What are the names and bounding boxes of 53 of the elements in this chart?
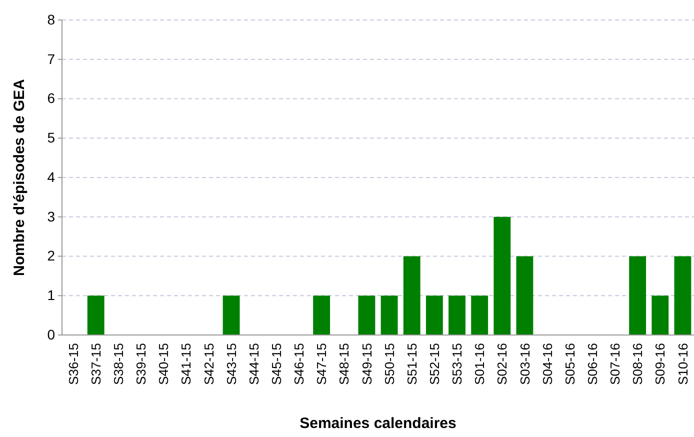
x-axis-title: Semaines calendaires (300, 415, 456, 432)
bar (448, 296, 466, 335)
x-tick-label: S53-15 (450, 343, 465, 385)
x-tick-label: S10-16 (675, 343, 690, 385)
x-tick-label: S03-16 (517, 343, 532, 385)
bar (426, 296, 443, 335)
x-tick-label: S52-15 (426, 343, 442, 385)
x-tick-label: S40-15 (156, 343, 172, 385)
x-tick-label: S41-15 (178, 343, 194, 385)
x-tick-label: S43-15 (224, 343, 239, 385)
y-tick-label: 4 (47, 168, 56, 185)
y-tick-label: 5 (47, 130, 56, 146)
x-tick-label: S05-16 (562, 343, 578, 385)
bar (380, 296, 398, 335)
x-tick-label: S49-15 (359, 343, 374, 385)
x-tick-label: S07-16 (608, 343, 623, 385)
bar (358, 296, 376, 335)
x-tick-label: S08-16 (630, 343, 646, 385)
x-tick-label: S51-15 (404, 343, 420, 385)
y-tick-label: 3 (47, 208, 56, 224)
y-axis-title: Nombre d'épisodes de GEA (11, 78, 28, 276)
x-tick-label: S36-15 (66, 343, 81, 385)
bar (674, 256, 692, 335)
x-tick-label: S48-15 (336, 343, 352, 385)
x-tick-label: S02-16 (494, 343, 510, 385)
x-tick-label: S04-16 (540, 343, 555, 385)
y-tick-label: 7 (47, 50, 56, 67)
x-tick-label: S45-15 (268, 343, 284, 385)
x-tick-label: S50-15 (382, 343, 397, 385)
y-tick-label: 1 (47, 287, 56, 304)
bar (403, 256, 420, 335)
bar (313, 296, 330, 335)
x-tick-label: S06-16 (584, 343, 600, 385)
x-tick-label: S37-15 (88, 343, 104, 385)
x-tick-label: S46-15 (292, 343, 307, 385)
x-tick-label: S38-15 (110, 343, 126, 385)
bar (516, 256, 534, 335)
bar (629, 256, 646, 335)
x-tick-label: S39-15 (134, 343, 149, 385)
bar (652, 296, 669, 335)
y-tick-label: 2 (47, 248, 56, 264)
x-tick-label: S44-15 (246, 343, 262, 385)
x-tick-label: S42-15 (201, 343, 216, 385)
y-tick-label: 0 (47, 326, 56, 342)
bar (222, 296, 240, 335)
x-tick-label: S01-16 (472, 343, 488, 385)
bar (494, 216, 511, 335)
y-tick-label: 6 (47, 90, 56, 106)
bar (87, 296, 104, 335)
bar (471, 296, 488, 335)
x-tick-label: S47-15 (314, 343, 330, 385)
x-tick-label: S09-16 (652, 343, 668, 385)
y-tick-label: 8 (47, 11, 56, 28)
